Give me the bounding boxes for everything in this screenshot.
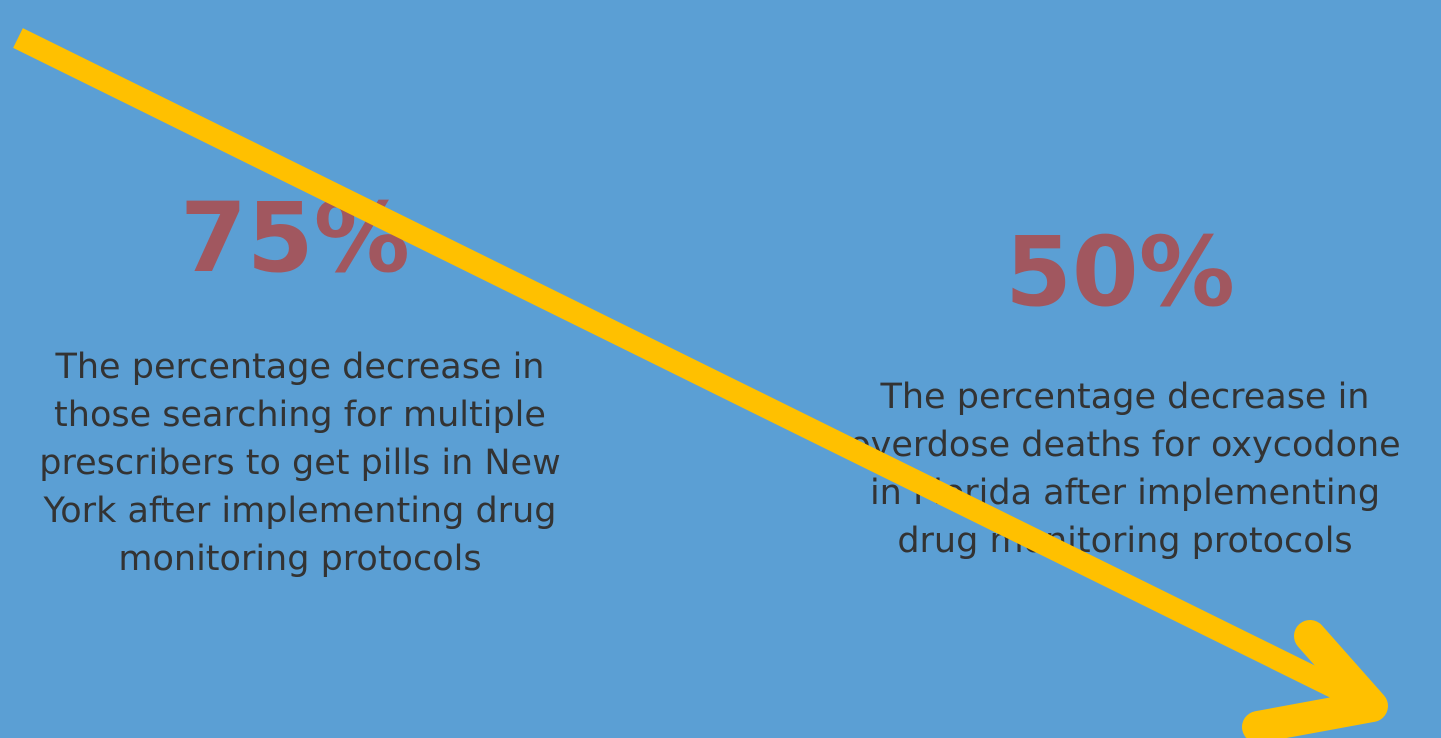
stat-value-new-york: 75% (180, 182, 410, 294)
description-line: drug monitoring protocols (897, 521, 1353, 561)
description-line: in Florida after implementing (869, 473, 1381, 513)
description-line: monitoring protocols (118, 539, 482, 579)
description-line: those searching for multiple (54, 395, 546, 435)
description-line: prescribers to get pills in New (39, 443, 561, 483)
stat-description-florida: The percentage decrease in overdose deat… (815, 373, 1435, 565)
stat-description-new-york: The percentage decrease in those searchi… (0, 343, 600, 583)
arrow-head (1242, 620, 1388, 738)
description-line: York after implementing drug (43, 491, 557, 531)
stat-value-florida: 50% (1005, 216, 1235, 328)
description-line: The percentage decrease in (55, 347, 545, 387)
description-line: overdose deaths for oxycodone (849, 425, 1401, 465)
description-line: The percentage decrease in (880, 377, 1370, 417)
